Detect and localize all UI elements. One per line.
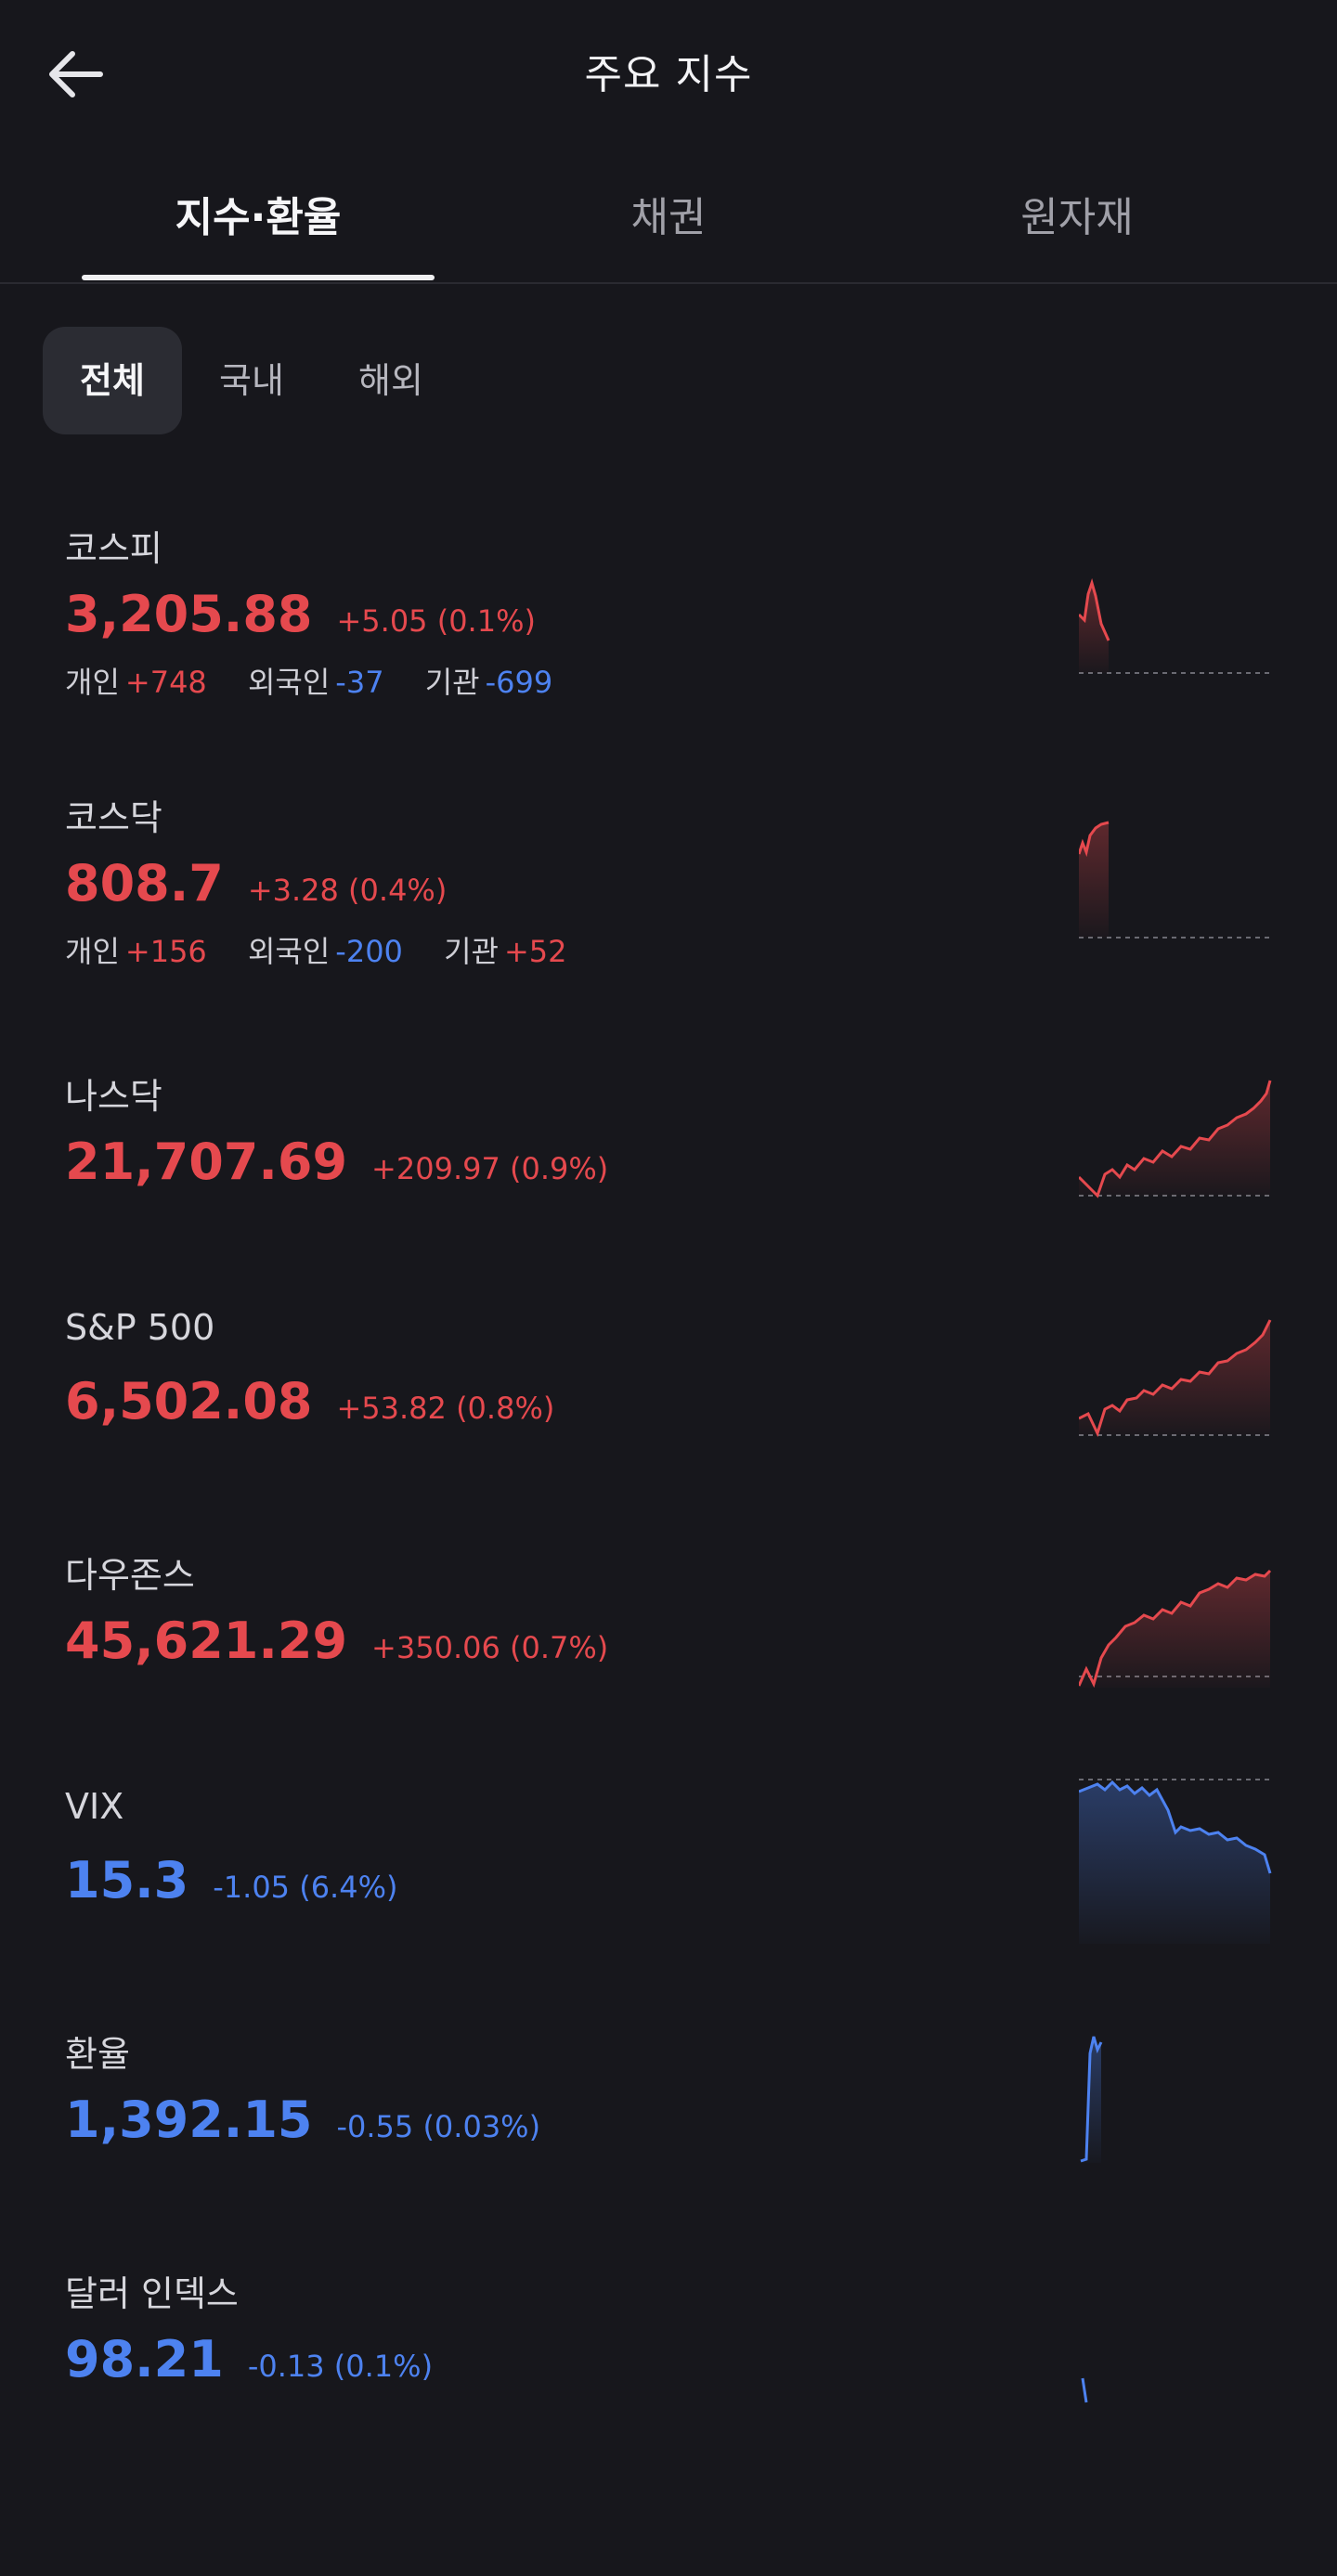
index-row-dollar-index[interactable]: 달러 인덱스 98.21 -0.13 (0.1%) — [0, 2237, 1337, 2469]
index-row-nasdaq[interactable]: 나스닥 21,707.69 +209.97 (0.9%) — [0, 1040, 1337, 1272]
index-row-vix[interactable]: VIX 15.3 -1.05 (6.4%) — [0, 1758, 1337, 1990]
investor-flows: 개인 +748 외국인 -37 기관 -699 — [65, 659, 584, 702]
price-change: -0.13 (0.1%) — [247, 2349, 434, 2384]
price-change: -0.55 (0.03%) — [336, 2109, 541, 2144]
flow-value-institution: -699 — [485, 665, 553, 700]
price-change: +5.05 (0.1%) — [336, 603, 536, 639]
index-price: 98.21 -0.13 (0.1%) — [65, 2330, 433, 2388]
tab-index-fx[interactable]: 지수·환율 — [175, 194, 342, 241]
index-row-kospi[interactable]: 코스피 3,205.88 +5.05 (0.1%) 개인 +748 외국인 -37 기… — [0, 501, 1337, 733]
index-price: 45,621.29 +350.06 (0.7%) — [65, 1612, 608, 1670]
index-row-dowjones[interactable]: 다우존스 45,621.29 +350.06 (0.7%) — [0, 1519, 1337, 1751]
index-name: 환율 — [65, 2034, 130, 2075]
flow-label-individual: 개인 — [65, 665, 120, 700]
price-value: 808.7 — [65, 854, 224, 913]
index-name: S&P 500 — [65, 1307, 215, 1348]
index-name: VIX — [65, 1786, 124, 1827]
flow-label-foreign: 외국인 — [247, 934, 331, 969]
index-price: 3,205.88 +5.05 (0.1%) — [65, 585, 536, 643]
flow-value-individual: +156 — [124, 934, 207, 969]
flow-label-individual: 개인 — [65, 934, 120, 969]
index-row-kosdaq[interactable]: 코스닥 808.7 +3.28 (0.4%) 개인 +156 외국인 -200 기관 +… — [0, 770, 1337, 1003]
tab-bonds[interactable]: 채권 — [630, 194, 707, 241]
index-price: 6,502.08 +53.82 (0.8%) — [65, 1372, 554, 1430]
flow-value-individual: +748 — [124, 665, 207, 700]
price-value: 98.21 — [65, 2330, 224, 2388]
index-row-exchange-rate[interactable]: 환율 1,392.15 -0.55 (0.03%) — [0, 1998, 1337, 2230]
flow-label-foreign: 외국인 — [247, 665, 331, 700]
tab-commodities[interactable]: 원자재 — [1020, 194, 1134, 241]
sparkline-chart — [1079, 1569, 1274, 1689]
index-name: 다우존스 — [65, 1555, 195, 1596]
sparkline-chart — [1079, 821, 1274, 938]
price-value: 21,707.69 — [65, 1133, 348, 1191]
investor-flows: 개인 +156 외국인 -200 기관 +52 — [65, 928, 599, 971]
flow-value-foreign: -37 — [335, 665, 384, 700]
price-change: +53.82 (0.8%) — [336, 1391, 555, 1426]
filter-domestic[interactable]: 국내 — [219, 360, 284, 401]
sparkline-chart — [1079, 1319, 1274, 1438]
index-price: 15.3 -1.05 (6.4%) — [65, 1851, 397, 1909]
index-name: 코스피 — [65, 528, 162, 569]
sparkline-chart — [1080, 2036, 1103, 2163]
sparkline-chart — [1079, 1080, 1274, 1198]
sparkline-chart — [1081, 2377, 1088, 2403]
price-value: 15.3 — [65, 1851, 189, 1909]
flow-label-institution: 기관 — [444, 934, 499, 969]
index-price: 21,707.69 +209.97 (0.9%) — [65, 1133, 608, 1191]
flow-value-foreign: -200 — [335, 934, 403, 969]
back-button[interactable] — [41, 37, 115, 111]
page-title: 주요 지수 — [584, 51, 753, 98]
filter-overseas[interactable]: 해외 — [358, 360, 423, 401]
active-tab-indicator — [82, 275, 435, 280]
price-value: 6,502.08 — [65, 1372, 313, 1430]
index-name: 나스닥 — [65, 1076, 162, 1117]
sparkline-chart — [1079, 1779, 1274, 1944]
index-row-sp500[interactable]: S&P 500 6,502.08 +53.82 (0.8%) — [0, 1279, 1337, 1511]
category-tabs: 지수·환율 채권 원자재 — [0, 158, 1337, 284]
price-change: -1.05 (6.4%) — [213, 1870, 398, 1905]
index-name: 달러 인덱스 — [65, 2273, 239, 2314]
app-header: 주요 지수 — [0, 0, 1337, 139]
price-value: 1,392.15 — [65, 2091, 313, 2149]
index-name: 코스닥 — [65, 797, 162, 838]
price-value: 3,205.88 — [65, 585, 313, 643]
price-value: 45,621.29 — [65, 1612, 348, 1670]
index-price: 1,392.15 -0.55 (0.03%) — [65, 2091, 540, 2149]
arrow-left-icon — [49, 51, 103, 97]
flow-value-institution: +52 — [503, 934, 567, 969]
price-change: +3.28 (0.4%) — [247, 873, 448, 908]
flow-label-institution: 기관 — [424, 665, 480, 700]
price-change: +209.97 (0.9%) — [371, 1151, 609, 1186]
filter-all[interactable]: 전체 — [43, 327, 182, 434]
index-price: 808.7 +3.28 (0.4%) — [65, 854, 447, 913]
sparkline-chart — [1079, 577, 1274, 674]
price-change: +350.06 (0.7%) — [371, 1630, 609, 1665]
